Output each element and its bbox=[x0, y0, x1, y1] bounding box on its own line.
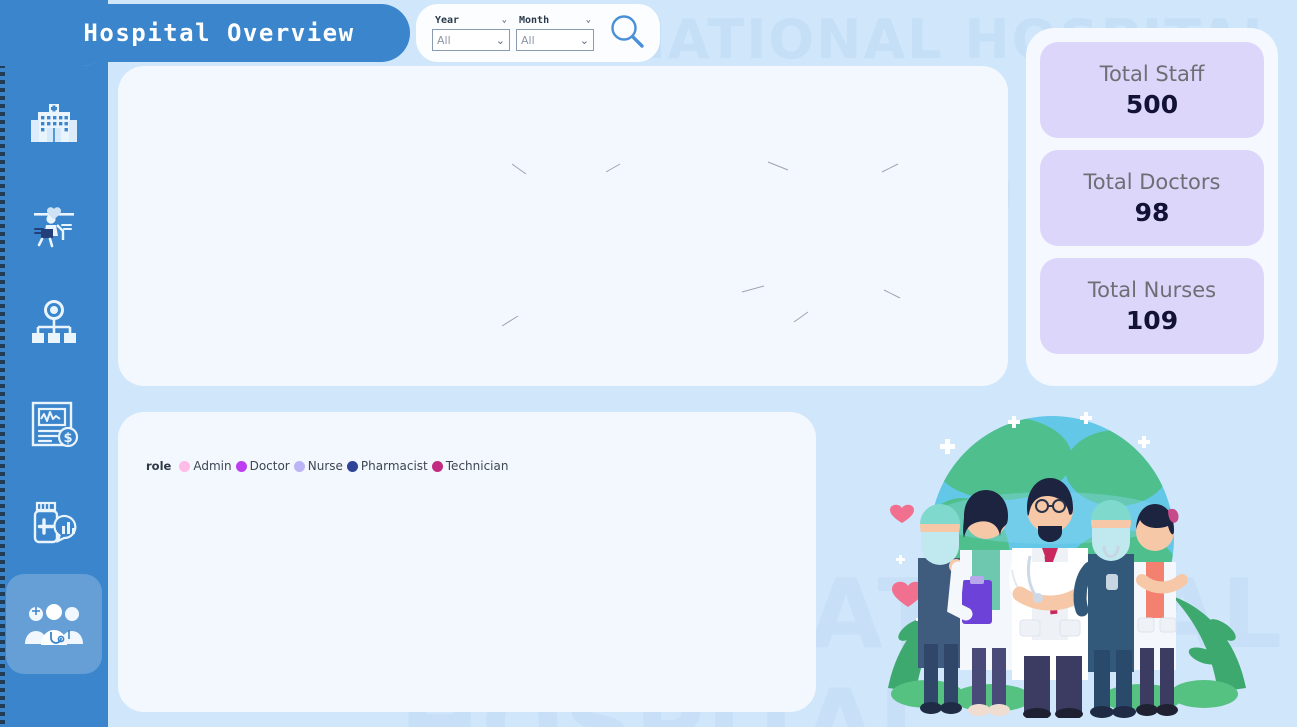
filter-year-value: All bbox=[437, 33, 451, 47]
kpi-panel: Total Staff 500 Total Doctors 98 Total N… bbox=[1026, 28, 1278, 386]
kpi-value-total-nurses: 109 bbox=[1125, 305, 1179, 335]
sidebar-item-hospital[interactable] bbox=[0, 74, 108, 174]
filter-month[interactable]: Month ⌄ All ⌄ bbox=[516, 15, 594, 51]
sidebar: $ bbox=[0, 0, 108, 727]
legend-label: Pharmacist bbox=[360, 459, 428, 473]
kpi-card-total-staff[interactable]: Total Staff 500 bbox=[1040, 42, 1264, 138]
filter-year-header: Year ⌄ bbox=[432, 15, 510, 29]
chevron-down-icon[interactable]: ⌄ bbox=[501, 15, 507, 25]
medical-team-illustration bbox=[852, 398, 1282, 720]
chevron-down-icon[interactable]: ⌄ bbox=[585, 15, 591, 25]
pharmacy-analytics-icon bbox=[26, 500, 82, 548]
legend-item[interactable]: Pharmacist bbox=[346, 459, 428, 473]
org-hierarchy-icon bbox=[28, 300, 80, 348]
legend-swatch bbox=[346, 460, 358, 472]
charts-panel-top bbox=[118, 66, 1008, 386]
filter-month-label: Month bbox=[519, 15, 550, 26]
hospital-building-icon bbox=[27, 100, 81, 148]
legend-swatch bbox=[293, 460, 305, 472]
legend-item[interactable]: Doctor bbox=[235, 459, 290, 473]
filter-month-value: All bbox=[521, 33, 535, 47]
legend-label: Technician bbox=[445, 459, 509, 473]
filter-month-header: Month ⌄ bbox=[516, 15, 594, 29]
filter-bar: Year ⌄ All ⌄ Month ⌄ All ⌄ bbox=[416, 4, 660, 62]
sidebar-items: $ bbox=[0, 74, 108, 674]
legend-label: Doctor bbox=[249, 459, 290, 473]
chevron-down-icon[interactable]: ⌄ bbox=[495, 33, 505, 47]
staff-team-icon bbox=[22, 602, 86, 646]
legend-item[interactable]: Nurse bbox=[293, 459, 343, 473]
filter-year[interactable]: Year ⌄ All ⌄ bbox=[432, 15, 510, 51]
patient-care-icon bbox=[26, 199, 82, 249]
legend-label: Nurse bbox=[307, 459, 343, 473]
kpi-value-total-doctors: 98 bbox=[1134, 197, 1170, 227]
kpi-label-total-nurses: Total Nurses bbox=[1087, 277, 1217, 302]
sidebar-item-financial-report[interactable]: $ bbox=[0, 374, 108, 474]
kpi-label-total-staff: Total Staff bbox=[1099, 61, 1205, 86]
legend-item[interactable]: Technician bbox=[431, 459, 509, 473]
search-button[interactable] bbox=[604, 10, 650, 56]
legend-label: Admin bbox=[193, 459, 232, 473]
sidebar-item-patient-care[interactable] bbox=[0, 174, 108, 274]
search-icon bbox=[607, 11, 647, 55]
svg-text:$: $ bbox=[63, 431, 72, 446]
chart-legend-role[interactable]: role Admin Doctor Nurse Pharmacist Technicia… bbox=[146, 459, 512, 473]
kpi-card-total-nurses[interactable]: Total Nurses 109 bbox=[1040, 258, 1264, 354]
sidebar-item-staff-team[interactable] bbox=[6, 574, 102, 674]
filter-year-label: Year bbox=[435, 15, 460, 26]
legend-title: role bbox=[146, 459, 172, 473]
page-title: Hospital Overview bbox=[83, 19, 355, 47]
legend-swatch bbox=[235, 460, 247, 472]
kpi-card-total-doctors[interactable]: Total Doctors 98 bbox=[1040, 150, 1264, 246]
legend-item[interactable]: Admin bbox=[179, 459, 232, 473]
charts-panel-bottom bbox=[118, 412, 816, 712]
financial-report-icon: $ bbox=[27, 399, 81, 449]
sidebar-item-org-hierarchy[interactable] bbox=[0, 274, 108, 374]
legend-swatch bbox=[431, 460, 443, 472]
chevron-down-icon[interactable]: ⌄ bbox=[579, 33, 589, 47]
page-title-bar: Hospital Overview bbox=[28, 4, 410, 62]
sidebar-item-pharmacy[interactable] bbox=[0, 474, 108, 574]
kpi-label-total-doctors: Total Doctors bbox=[1083, 169, 1221, 194]
kpi-value-total-staff: 500 bbox=[1125, 89, 1179, 119]
filter-month-select[interactable]: All ⌄ bbox=[516, 29, 594, 51]
filter-year-select[interactable]: All ⌄ bbox=[432, 29, 510, 51]
legend-swatch bbox=[179, 460, 191, 472]
